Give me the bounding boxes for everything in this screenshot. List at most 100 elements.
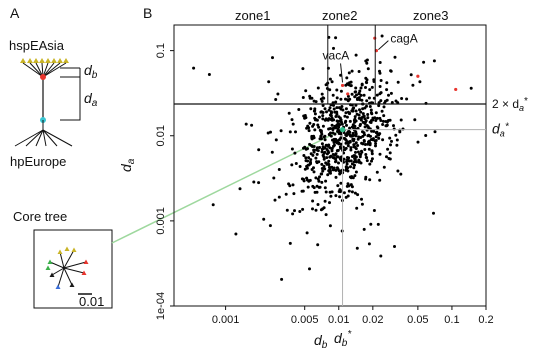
data-point bbox=[324, 161, 328, 165]
core-tree-scale-label: 0.01 bbox=[79, 294, 104, 309]
data-point bbox=[370, 149, 374, 153]
core-tree-tip-2 bbox=[55, 284, 61, 289]
data-point bbox=[413, 118, 417, 122]
panel-label-b: B bbox=[143, 5, 152, 21]
data-point bbox=[361, 115, 365, 119]
data-point bbox=[332, 107, 336, 111]
data-point bbox=[353, 124, 357, 128]
data-point bbox=[359, 110, 363, 114]
data-point bbox=[376, 126, 380, 130]
data-point bbox=[331, 93, 335, 97]
data-point bbox=[327, 143, 331, 147]
data-point bbox=[303, 114, 307, 117]
tree-tip-7 bbox=[63, 58, 69, 63]
data-point bbox=[378, 85, 382, 88]
tree-schematic: hspEAsia db da hpEu bbox=[9, 38, 98, 169]
gene-label-vaca: vacA bbox=[323, 48, 350, 62]
data-point bbox=[390, 101, 394, 104]
data-point bbox=[316, 243, 320, 247]
data-point bbox=[335, 88, 339, 92]
data-point bbox=[335, 119, 339, 123]
data-point bbox=[291, 183, 295, 187]
data-point bbox=[321, 117, 325, 121]
data-point bbox=[365, 99, 369, 103]
data-point bbox=[336, 184, 340, 188]
data-point bbox=[325, 110, 328, 114]
data-point bbox=[327, 132, 331, 136]
data-point bbox=[432, 211, 435, 215]
data-point bbox=[356, 150, 360, 154]
data-point bbox=[315, 160, 319, 164]
data-point bbox=[363, 125, 367, 129]
data-point bbox=[313, 128, 317, 132]
data-point bbox=[344, 111, 348, 115]
data-point bbox=[367, 96, 371, 100]
data-point bbox=[396, 80, 400, 84]
gene-label-caga: cagA bbox=[390, 32, 417, 46]
data-point bbox=[316, 203, 320, 206]
data-point bbox=[329, 194, 333, 198]
data-point bbox=[309, 107, 313, 111]
data-point bbox=[345, 160, 349, 164]
data-point bbox=[273, 198, 277, 202]
data-point bbox=[409, 73, 413, 77]
core-tree-tip-5 bbox=[83, 259, 89, 264]
data-point bbox=[362, 139, 366, 143]
data-point bbox=[317, 179, 321, 183]
data-point bbox=[378, 178, 382, 182]
core-tree-tip-1 bbox=[49, 272, 55, 277]
data-point bbox=[355, 246, 359, 250]
data-point bbox=[358, 108, 361, 112]
data-point bbox=[374, 111, 378, 115]
data-point bbox=[371, 138, 375, 142]
data-point bbox=[469, 86, 473, 90]
data-point bbox=[338, 172, 342, 176]
data-point bbox=[360, 202, 364, 206]
data-point bbox=[345, 123, 348, 127]
data-point bbox=[422, 60, 426, 64]
core-tree-tip-8 bbox=[64, 246, 70, 251]
data-point bbox=[334, 36, 338, 40]
data-point bbox=[347, 129, 351, 133]
data-point bbox=[320, 162, 324, 166]
data-point bbox=[293, 209, 296, 213]
data-point bbox=[319, 110, 323, 114]
data-point bbox=[291, 122, 295, 126]
data-point bbox=[390, 139, 393, 143]
data-point bbox=[389, 91, 393, 95]
x-tick-label: 0.05 bbox=[407, 314, 428, 326]
data-point bbox=[405, 97, 409, 101]
data-point bbox=[306, 185, 310, 189]
mean-da-label: da* bbox=[492, 121, 510, 139]
data-point bbox=[304, 156, 308, 160]
data-point bbox=[332, 144, 335, 148]
tree-top-branches bbox=[22, 62, 67, 78]
data-point bbox=[304, 159, 308, 163]
data-point bbox=[347, 71, 351, 75]
data-point bbox=[303, 167, 307, 171]
data-point bbox=[360, 197, 363, 201]
data-point bbox=[288, 130, 292, 134]
data-point bbox=[394, 99, 398, 103]
data-point bbox=[327, 163, 331, 167]
data-point bbox=[250, 123, 254, 127]
data-point bbox=[334, 100, 338, 104]
tree-tip-2 bbox=[33, 58, 39, 63]
data-point bbox=[329, 134, 333, 138]
data-point bbox=[326, 173, 330, 177]
scatter-points bbox=[192, 34, 473, 281]
data-point bbox=[382, 105, 386, 109]
data-point bbox=[284, 192, 288, 196]
data-point bbox=[332, 141, 336, 144]
x-tick-label: 0.005 bbox=[291, 314, 319, 326]
mean-db-label: db* bbox=[334, 329, 352, 349]
data-point bbox=[322, 164, 326, 168]
data-point bbox=[331, 127, 335, 131]
data-point bbox=[308, 121, 312, 125]
data-point bbox=[353, 120, 357, 124]
data-point bbox=[365, 156, 369, 160]
data-point bbox=[327, 108, 331, 112]
data-point bbox=[266, 131, 270, 135]
data-point bbox=[379, 254, 383, 258]
data-point bbox=[314, 156, 318, 160]
